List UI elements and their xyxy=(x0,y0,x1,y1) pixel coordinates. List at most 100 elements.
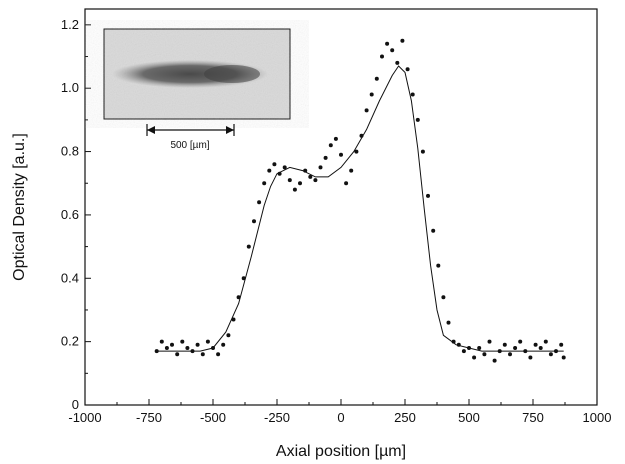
data-point xyxy=(180,339,185,344)
x-tick-label: -750 xyxy=(136,410,162,425)
data-point xyxy=(369,92,374,97)
data-point xyxy=(170,342,174,347)
x-tick-label: 500 xyxy=(458,410,480,425)
data-point xyxy=(518,339,523,344)
y-tick-label: 0 xyxy=(72,397,79,412)
data-point xyxy=(175,352,180,357)
data-point xyxy=(236,295,241,300)
data-point xyxy=(451,339,456,344)
data-point xyxy=(164,346,169,350)
data-point xyxy=(472,355,477,360)
data-point xyxy=(195,342,200,347)
scale-bar-label: 500 [µm] xyxy=(170,140,209,151)
data-point xyxy=(533,342,538,347)
data-point xyxy=(262,181,267,186)
y-axis-label: Optical Density [a.u.] xyxy=(11,133,28,281)
data-point xyxy=(420,149,425,154)
data-point xyxy=(226,333,231,338)
x-tick-label: -500 xyxy=(200,410,226,425)
inset-image xyxy=(103,28,291,120)
data-point xyxy=(339,152,343,157)
data-point xyxy=(257,200,262,205)
data-point xyxy=(354,149,359,154)
x-tick-label: 0 xyxy=(337,410,344,425)
data-point xyxy=(246,244,251,249)
data-point xyxy=(292,187,297,192)
y-tick-label: 0.4 xyxy=(61,270,79,285)
x-tick-label: 250 xyxy=(394,410,416,425)
data-point xyxy=(277,171,282,176)
data-point xyxy=(328,143,333,148)
data-point xyxy=(523,349,528,354)
data-point xyxy=(221,342,226,347)
data-point xyxy=(508,352,512,357)
data-point xyxy=(431,228,436,233)
data-point xyxy=(502,342,507,347)
data-point xyxy=(441,295,446,300)
data-point xyxy=(436,263,441,268)
data-point xyxy=(400,38,405,43)
data-point xyxy=(216,352,221,357)
data-point xyxy=(538,346,543,350)
data-point xyxy=(359,133,364,138)
x-axis-label: Axial position [µm] xyxy=(276,443,406,460)
data-point xyxy=(477,346,482,350)
data-point xyxy=(497,349,502,354)
data-point xyxy=(456,342,461,347)
data-point xyxy=(287,178,292,183)
y-tick-label: 0.2 xyxy=(61,334,79,349)
data-point xyxy=(390,48,395,53)
data-point xyxy=(487,339,492,344)
data-point xyxy=(200,352,205,357)
data-point xyxy=(405,67,410,72)
x-tick-label: -1000 xyxy=(68,410,101,425)
data-point xyxy=(231,317,236,322)
data-point xyxy=(267,168,272,173)
x-axis-ticks: -1000 -750 -500 -250 0 250 500 750 1000 xyxy=(68,399,611,425)
data-point xyxy=(308,174,313,179)
data-point xyxy=(159,339,164,344)
data-point xyxy=(154,349,159,354)
data-point xyxy=(241,276,246,281)
data-point xyxy=(410,92,415,97)
x-tick-label: 750 xyxy=(522,410,544,425)
x-tick-label: 1000 xyxy=(583,410,612,425)
y-tick-label: 0.6 xyxy=(61,207,79,222)
data-point xyxy=(561,355,566,360)
data-points xyxy=(154,38,566,363)
data-point xyxy=(298,181,302,186)
y-tick-label: 1.0 xyxy=(61,80,79,95)
data-point xyxy=(349,168,354,173)
data-point xyxy=(282,165,287,170)
data-point xyxy=(272,162,277,167)
data-point xyxy=(190,349,195,354)
y-axis-ticks: 0 0.2 0.4 0.6 0.8 1.0 1.2 xyxy=(61,17,91,412)
data-point xyxy=(185,346,190,350)
data-point xyxy=(205,339,210,344)
data-point xyxy=(548,352,553,357)
data-point xyxy=(543,339,548,344)
data-point xyxy=(318,165,323,170)
data-point xyxy=(313,178,318,183)
y-tick-label: 1.2 xyxy=(61,17,79,32)
data-point xyxy=(323,155,328,160)
scale-bar: 500 [µm] xyxy=(146,124,235,151)
data-point xyxy=(461,349,466,354)
data-point xyxy=(385,41,390,46)
data-point xyxy=(252,219,256,224)
y-tick-label: 0.8 xyxy=(61,144,79,159)
data-point xyxy=(446,320,451,325)
x-tick-label: -250 xyxy=(264,410,290,425)
data-point xyxy=(380,54,384,59)
data-point xyxy=(374,76,379,81)
data-point xyxy=(513,346,518,350)
data-point xyxy=(211,346,215,350)
data-point xyxy=(467,346,471,350)
data-point xyxy=(528,355,533,360)
data-point xyxy=(554,349,558,354)
data-point xyxy=(426,193,430,198)
data-point xyxy=(482,352,487,357)
data-point xyxy=(395,60,400,65)
data-point xyxy=(344,181,349,186)
